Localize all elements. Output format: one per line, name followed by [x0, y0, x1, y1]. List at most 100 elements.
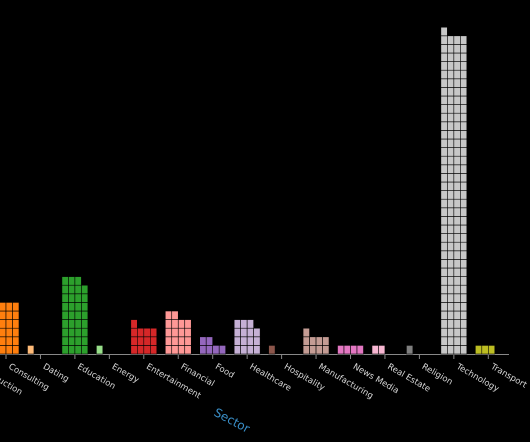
unit-cell — [460, 310, 468, 320]
unit-cell — [460, 302, 468, 312]
unit-cell — [240, 345, 248, 355]
unit-cell — [164, 319, 173, 329]
unit-cell — [233, 327, 241, 338]
unit-stack — [337, 345, 364, 355]
x-axis-title: Sector — [212, 405, 253, 436]
unit-cell — [460, 112, 468, 123]
unit-cell — [447, 310, 455, 320]
unit-cell — [460, 198, 468, 209]
unit-cell — [246, 336, 254, 346]
unit-cell — [240, 319, 248, 329]
unit-cell — [150, 327, 158, 338]
unit-cell — [447, 241, 455, 252]
unit-cell — [481, 345, 489, 355]
unit-cell — [460, 52, 468, 62]
unit-cell — [453, 44, 461, 54]
unit-cell — [246, 319, 254, 329]
unit-cell — [460, 319, 468, 329]
unit-cell — [68, 302, 76, 312]
unit-cell — [406, 345, 414, 355]
unit-cell — [0, 345, 7, 355]
unit-cell — [453, 284, 461, 295]
unit-cell — [322, 345, 330, 355]
unit-cell — [12, 327, 20, 338]
unit-cell — [447, 95, 455, 105]
unit-cell — [440, 224, 448, 234]
unit-cell — [460, 69, 468, 80]
unit-cell — [440, 336, 448, 346]
unit-stack — [199, 336, 226, 355]
unit-cell — [440, 121, 448, 131]
unit-cell — [460, 216, 468, 226]
unit-cell — [74, 327, 82, 338]
unit-cell — [447, 112, 455, 123]
unit-cell — [309, 345, 317, 355]
unit-cell — [447, 69, 455, 80]
unit-cell — [184, 327, 192, 338]
unit-cell — [447, 44, 455, 54]
unit-cell — [440, 104, 448, 114]
unit-cell — [460, 130, 468, 140]
unit-cell — [233, 345, 241, 355]
unit-cell — [447, 216, 455, 226]
unit-cell — [5, 302, 13, 312]
unit-cell — [447, 190, 455, 200]
unit-cell — [68, 345, 76, 355]
unit-cell — [302, 336, 310, 346]
unit-cell — [68, 336, 76, 346]
unit-cell — [440, 310, 448, 320]
unit-cell — [12, 310, 20, 320]
unit-cell — [143, 345, 151, 355]
unit-cell — [137, 336, 145, 346]
unit-cell — [453, 241, 461, 252]
unit-cell — [137, 345, 145, 355]
unit-cell — [440, 198, 448, 209]
unit-cell — [440, 259, 448, 269]
unit-cell — [343, 345, 351, 355]
unit-cell — [453, 87, 461, 97]
unit-cell — [337, 345, 345, 355]
unit-cell — [74, 276, 82, 286]
unit-cell — [171, 345, 179, 355]
unit-cell — [447, 327, 455, 338]
unit-cell — [453, 327, 461, 338]
x-tick-label: Food — [213, 362, 236, 381]
unit-cell — [74, 345, 82, 355]
unit-cell — [460, 250, 468, 260]
unit-cell — [199, 336, 207, 346]
unit-cell — [61, 302, 69, 312]
unit-cell — [322, 336, 330, 346]
unit-cell — [460, 155, 468, 166]
unit-cell — [81, 293, 89, 303]
unit-cell — [447, 233, 455, 243]
unit-cell — [460, 276, 468, 286]
unit-cell — [440, 233, 448, 243]
unit-cell — [460, 267, 468, 277]
unit-cell — [447, 319, 455, 329]
unit-cell — [440, 87, 448, 97]
unit-cell — [440, 78, 448, 88]
unit-cell — [453, 35, 461, 45]
unit-cell — [453, 121, 461, 131]
unit-cell — [177, 345, 186, 355]
unit-cell — [460, 104, 468, 114]
unit-cell — [447, 302, 455, 312]
unit-cell — [440, 216, 448, 226]
unit-cell — [74, 284, 82, 295]
unit-cell — [453, 173, 461, 183]
unit-cell — [177, 319, 186, 329]
unit-cell — [371, 345, 379, 355]
unit-cell — [309, 336, 317, 346]
unit-cell — [447, 147, 455, 157]
unit-cell — [137, 327, 145, 338]
unit-cell — [460, 121, 468, 131]
unit-stack — [474, 345, 496, 355]
unit-cell — [447, 181, 455, 191]
unit-cell — [440, 173, 448, 183]
unit-stack — [440, 26, 468, 355]
unit-cell — [460, 207, 468, 217]
unit-cell — [12, 345, 20, 355]
unit-cell — [440, 35, 448, 45]
unit-cell — [453, 276, 461, 286]
unit-cell — [453, 233, 461, 243]
